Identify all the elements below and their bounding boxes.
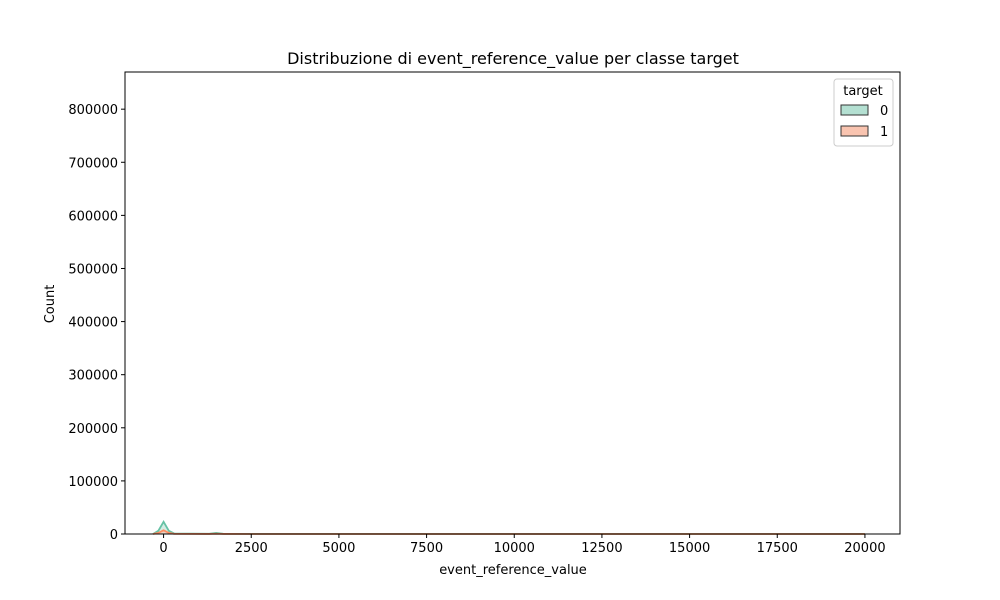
legend-swatch-1 [840,125,869,137]
y-tick-label: 300000 [68,369,118,384]
y-axis: 0 100000 200000 300000 400000 500000 600000 700… [68,103,125,543]
x-tick-label: 20000 [844,541,885,556]
series-area-0 [153,521,865,534]
chart-title: Distribuzione di event_reference_value p… [287,49,739,69]
legend: target 0 1 [833,78,894,147]
y-tick-label: 100000 [68,475,118,490]
x-tick-label: 10000 [494,541,535,556]
x-tick-label: 0 [159,541,167,556]
x-axis-label: event_reference_value [439,563,587,578]
y-tick-label: 400000 [68,316,118,331]
x-tick-label: 15000 [669,541,710,556]
x-tick-label: 5000 [322,541,355,556]
x-tick-label: 17500 [757,541,798,556]
y-tick-label: 600000 [68,209,118,224]
series-line-1 [152,529,865,535]
plot-frame [124,71,901,535]
x-axis: 0 2500 5000 7500 10000 12500 15000 17500 20000 [159,534,886,556]
plot-area [152,519,865,535]
legend-swatch-0 [840,104,869,116]
x-tick-label: 12500 [581,541,622,556]
legend-label-0: 0 [880,104,888,119]
x-tick-label: 2500 [235,541,268,556]
legend-label-1: 1 [880,125,888,140]
y-axis-label: Count [43,285,58,324]
series-line-0 [152,519,865,535]
y-tick-label: 500000 [68,262,118,277]
y-tick-label: 700000 [68,156,118,171]
y-tick-label: 800000 [68,103,118,118]
y-tick-label: 0 [110,528,118,543]
y-tick-label: 200000 [68,422,118,437]
x-tick-label: 7500 [410,541,443,556]
legend-title: target [843,84,883,99]
